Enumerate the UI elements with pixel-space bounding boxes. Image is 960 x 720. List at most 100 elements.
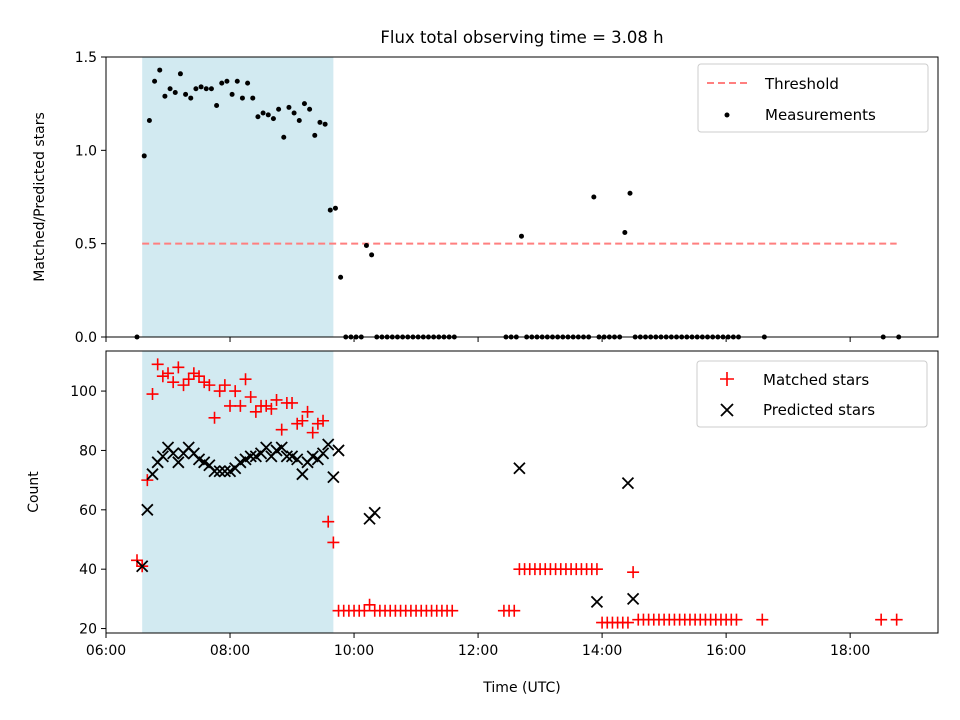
count-plot-frame <box>105 350 939 634</box>
x-axis-label: Time (UTC) <box>482 680 560 696</box>
matched-point <box>260 399 273 412</box>
y-tick-label: 1.0 <box>75 143 97 159</box>
x-tick-label: 06:00 <box>86 643 126 659</box>
matched-point <box>218 379 231 392</box>
matched-point <box>224 399 237 412</box>
chart-title: Flux total observing time = 3.08 h <box>380 28 663 47</box>
measurement-points <box>134 67 902 340</box>
predicted-point <box>621 476 635 490</box>
measurement-point <box>224 78 230 84</box>
matched-point <box>141 474 154 487</box>
matched-point <box>363 598 376 611</box>
matched-point <box>249 405 262 418</box>
ratio-plot-frame <box>105 56 939 338</box>
predicted-point <box>208 465 221 478</box>
matched-point <box>146 388 159 401</box>
measurement-point <box>214 103 220 109</box>
measurement-point <box>229 91 235 97</box>
matched-point <box>301 405 314 418</box>
legend-measurements-label: Measurements <box>765 106 876 124</box>
measurement-point <box>301 101 307 107</box>
matched-point <box>229 385 242 398</box>
measurement-point <box>219 80 225 86</box>
count-axis-ticks: 06:00 08:00 10:00 12:00 14:00 16:00 18:00 20 40 6… <box>70 384 870 659</box>
measurement-point <box>234 78 240 84</box>
legend-matched-swatch <box>720 372 734 386</box>
matched-point <box>890 613 903 626</box>
measurement-point <box>286 104 292 110</box>
ratio-panel: 0.0 0.5 1.0 1.5 Matched/Predicted stars Thr… <box>32 50 939 346</box>
predicted-point <box>156 450 169 463</box>
matched-point <box>131 554 144 567</box>
x-tick-label: 18:00 <box>830 643 870 659</box>
matched-point <box>306 426 319 439</box>
predicted-point <box>626 592 640 605</box>
matched-point <box>213 385 226 398</box>
predicted-point <box>513 462 526 475</box>
measurement-point <box>622 229 628 235</box>
matched-point <box>317 414 330 427</box>
measurement-point <box>312 132 318 138</box>
count-panel: 06:00 08:00 10:00 12:00 14:00 16:00 18:00 20 40 6… <box>26 350 939 696</box>
legend-matched-label: Matched stars <box>763 371 869 389</box>
predicted-point <box>296 468 309 481</box>
predicted-point <box>332 444 345 457</box>
matched-point <box>162 367 175 380</box>
predicted-point <box>275 441 288 454</box>
measurement-point <box>255 114 261 120</box>
matched-point <box>156 370 169 383</box>
count-legend: Matched stars Predicted stars <box>696 360 928 428</box>
y-tick-label: 0.0 <box>75 330 97 346</box>
measurement-point <box>162 93 168 99</box>
predicted-point <box>291 453 304 466</box>
predicted-point <box>167 447 180 460</box>
matched-point <box>730 613 743 626</box>
ratio-axis-ticks: 0.0 0.5 1.0 1.5 <box>75 50 851 346</box>
predicted-point <box>260 441 273 454</box>
measurement-point <box>141 153 147 159</box>
matched-point <box>358 604 371 617</box>
matched-point <box>621 616 634 629</box>
matched-point <box>234 399 247 412</box>
measurement-point <box>203 86 209 92</box>
ratio-legend-box <box>697 63 929 133</box>
measurement-point <box>291 110 297 116</box>
measurement-point <box>276 106 282 112</box>
measurement-point <box>363 243 369 249</box>
measurement-point <box>198 84 204 90</box>
measurement-point <box>322 121 328 127</box>
x-tick-label: 08:00 <box>210 643 250 659</box>
matched-point <box>193 370 206 383</box>
measurement-point <box>338 274 344 280</box>
measurement-point <box>281 134 287 140</box>
matched-point <box>275 423 288 436</box>
matched-point <box>875 613 888 626</box>
measurement-point <box>265 112 271 118</box>
predicted-point <box>213 465 226 478</box>
measurement-point <box>167 86 173 92</box>
y-tick-label: 1.5 <box>75 50 97 66</box>
measurement-point <box>327 207 333 213</box>
measurement-point <box>317 119 323 125</box>
measurement-point <box>245 80 251 86</box>
matched-point <box>627 566 640 579</box>
legend-threshold-label: Threshold <box>764 75 839 93</box>
y-tick-label: 0.5 <box>75 237 97 253</box>
measurement-point <box>270 116 276 122</box>
measurement-point <box>146 117 152 123</box>
measurement-point <box>183 91 189 97</box>
measurement-point <box>332 205 338 211</box>
predicted-point <box>590 595 604 608</box>
matched-point <box>239 373 252 386</box>
matched-point <box>311 417 324 430</box>
measurement-point <box>208 86 214 92</box>
matched-point <box>244 391 257 404</box>
matched-point <box>291 417 304 430</box>
x-tick-label: 16:00 <box>706 643 746 659</box>
measurement-point <box>369 252 375 258</box>
predicted-point <box>146 468 159 481</box>
predicted-point <box>172 456 185 469</box>
measurement-point <box>591 194 597 200</box>
matched-point <box>286 396 299 409</box>
